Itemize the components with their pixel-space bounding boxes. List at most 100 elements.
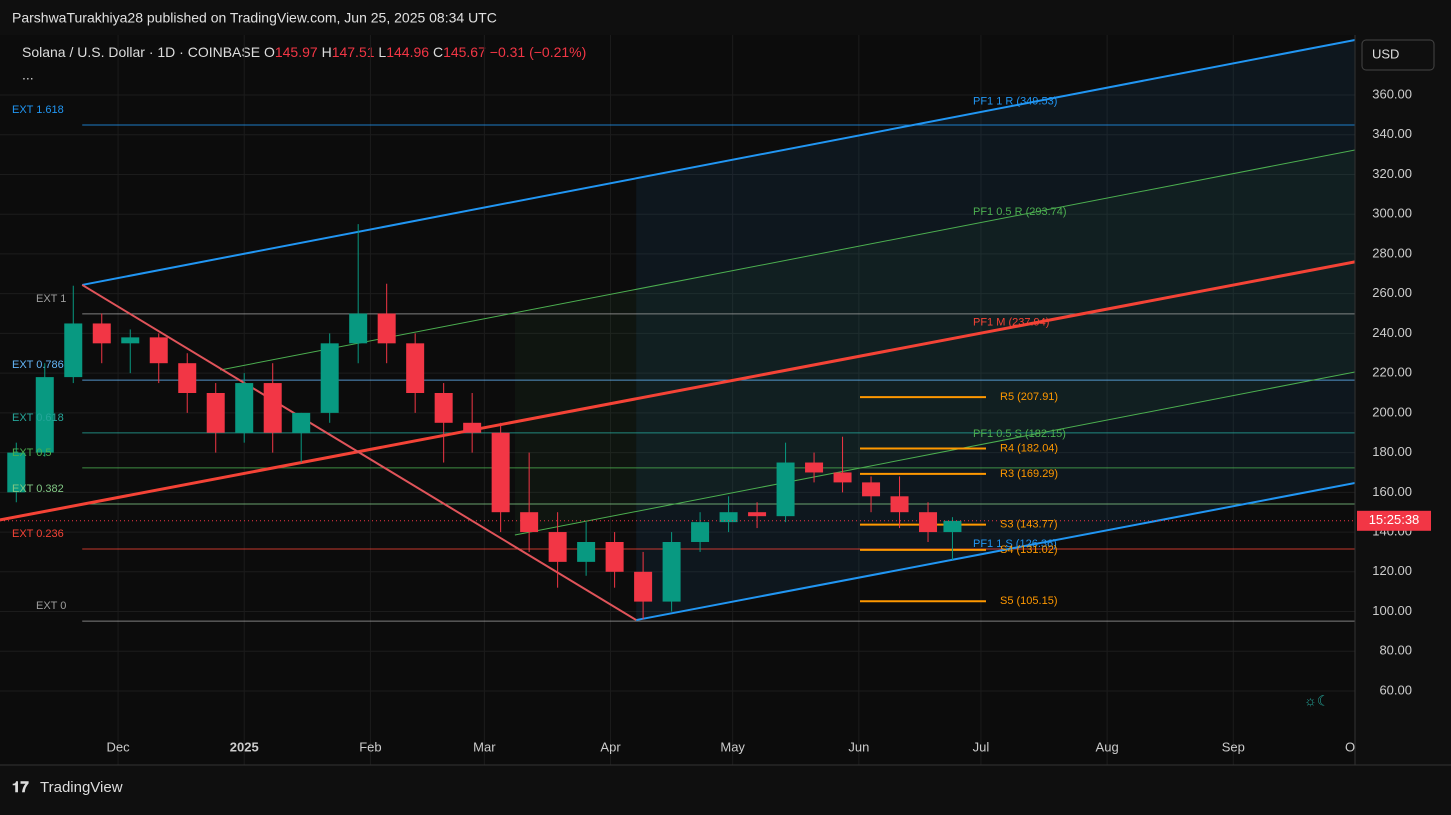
candle-body	[605, 541, 624, 572]
candle-body	[491, 432, 510, 513]
y-tick-label: 300.00	[1372, 206, 1412, 221]
pitchfork-line	[635, 482, 1355, 622]
candle-body	[890, 496, 909, 513]
x-tick-label: O	[1345, 739, 1355, 754]
fib-label: EXT 1.618	[12, 104, 64, 116]
candle-body	[206, 392, 225, 433]
candle-body	[691, 522, 710, 542]
candle-body	[919, 512, 938, 533]
x-tick-label: May	[720, 739, 745, 754]
pivot-label: R3 (169.29)	[1000, 468, 1058, 480]
ohlc-key: O	[264, 44, 275, 60]
candle-body	[7, 452, 26, 493]
fib-label: EXT 1	[36, 293, 66, 305]
candle-body	[434, 392, 453, 423]
pitchfork-label: PF1 0.5 R (293.74)	[973, 206, 1067, 218]
candle-body	[149, 337, 168, 364]
y-tick-label: 160.00	[1372, 484, 1412, 499]
pitchfork-line	[82, 38, 1355, 286]
y-tick-label: 200.00	[1372, 404, 1412, 419]
x-tick-label: Jun	[848, 739, 869, 754]
y-tick-label: 340.00	[1372, 126, 1412, 141]
candle-body	[35, 377, 54, 453]
candle-body	[463, 422, 482, 433]
candle-body	[121, 337, 140, 344]
x-tick-label: Sep	[1222, 739, 1245, 754]
pivot-label: S5 (105.15)	[1000, 595, 1057, 607]
y-tick-label: 60.00	[1379, 682, 1412, 697]
y-tick-label: 80.00	[1379, 643, 1412, 658]
candle-body	[862, 482, 881, 497]
x-tick-label: Feb	[359, 739, 381, 754]
candle-body	[406, 343, 425, 393]
legend: Solana / U.S. Dollar · 1D · COINBASE O14…	[22, 44, 586, 60]
ohlc-value: 144.96	[386, 44, 429, 60]
y-tick-label: 280.00	[1372, 245, 1412, 260]
candle-body	[776, 462, 795, 517]
ohlc-value: 147.51	[332, 44, 375, 60]
countdown-tag	[1357, 510, 1431, 531]
brand: TradingView	[40, 779, 123, 796]
candle-body	[662, 541, 681, 602]
ohlc-value: 145.97	[275, 44, 318, 60]
candle-body	[577, 541, 596, 562]
candle-body	[377, 313, 396, 344]
fib-label: EXT 0	[36, 600, 66, 612]
fib-label: EXT 0.382	[12, 483, 64, 495]
pitchfork-line	[0, 260, 1355, 522]
x-tick-label: Dec	[106, 739, 130, 754]
theme-icon[interactable]: ☼☾	[1304, 693, 1329, 709]
ohlc-key: H	[322, 44, 332, 60]
candle-body	[320, 343, 339, 413]
y-tick-label: 180.00	[1372, 444, 1412, 459]
candle-body	[64, 323, 83, 378]
fib-label: EXT 0.236	[12, 528, 64, 540]
more[interactable]: ...	[22, 67, 34, 83]
y-tick-label: 120.00	[1372, 563, 1412, 578]
y-tick-label: 320.00	[1372, 166, 1412, 181]
symbol: Solana / U.S. Dollar · 1D · COINBASE	[22, 44, 260, 60]
y-tick-label: 240.00	[1372, 325, 1412, 340]
pivot-label: R5 (207.91)	[1000, 391, 1058, 403]
pitchfork-handle	[81, 284, 637, 621]
x-tick-label: Aug	[1096, 739, 1119, 754]
plot	[0, 35, 1355, 765]
y-tick-label: 260.00	[1372, 285, 1412, 300]
y-tick-label: 100.00	[1372, 603, 1412, 618]
currency-button[interactable]	[1361, 39, 1435, 71]
currency: USD	[1372, 46, 1399, 61]
x-tick-label: 2025	[230, 739, 259, 754]
fib-label: EXT 0.5	[12, 447, 52, 459]
candle-body	[178, 363, 197, 393]
candle-body	[719, 512, 738, 523]
pitchfork-label: PF1 M (237.94)	[973, 317, 1049, 329]
fib-label: EXT 0.618	[12, 412, 64, 424]
y-tick-label: 360.00	[1372, 86, 1412, 101]
candle-body	[943, 520, 962, 533]
logo-mark: 𝟏𝟕	[12, 779, 29, 796]
legend-text: Solana / U.S. Dollar · 1D · COINBASE O14…	[22, 44, 586, 60]
candle-body	[548, 532, 567, 562]
candle-body	[634, 571, 653, 602]
pitchfork-label: PF1 1 S (126.36)	[973, 538, 1057, 550]
pitchfork-label: PF1 0.5 S (182.15)	[973, 428, 1066, 440]
x-tick-label: Jul	[973, 739, 990, 754]
byline: ParshwaTurakhiya28 published on TradingV…	[12, 10, 497, 26]
candle-body	[92, 323, 111, 344]
pivot-label: R4 (182.04)	[1000, 442, 1058, 454]
x-tick-label: Mar	[473, 739, 496, 754]
candle-body	[235, 383, 254, 433]
change: −0.31 (−0.21%)	[490, 44, 587, 60]
candle-body	[520, 512, 539, 533]
pivot-label: S3 (143.77)	[1000, 518, 1057, 530]
ohlc-value: 145.67	[443, 44, 486, 60]
ohlc-key: L	[378, 44, 386, 60]
x-tick-label: Apr	[600, 739, 621, 754]
pivot-label: S4 (131.02)	[1000, 544, 1057, 556]
candle-body	[748, 512, 767, 517]
countdown: 15:25:38	[1369, 512, 1420, 527]
candle-body	[349, 313, 368, 344]
candle-body	[263, 383, 282, 433]
